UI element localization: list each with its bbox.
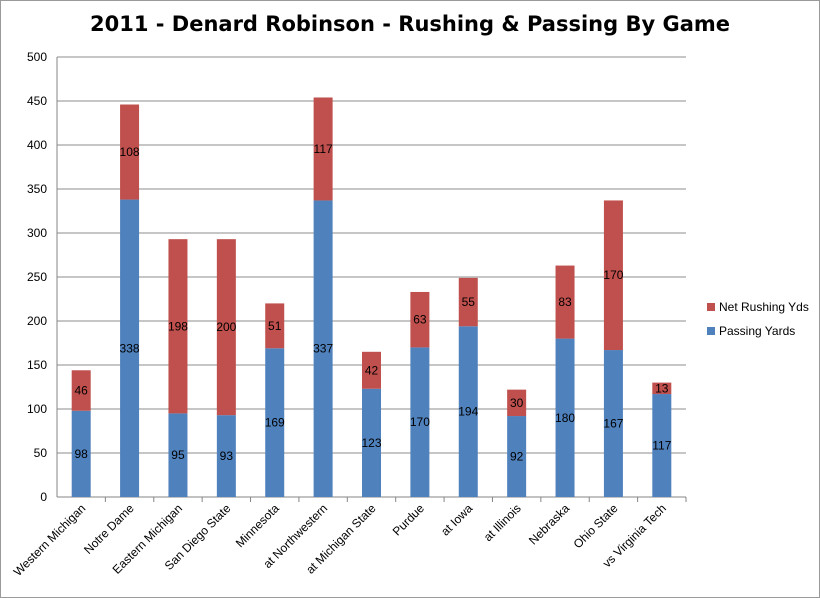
data-label: 98	[75, 447, 89, 461]
data-label: 170	[603, 268, 623, 282]
x-tick-label: at Iowa	[438, 501, 475, 538]
bar-passing-yards	[603, 350, 623, 497]
data-label: 194	[458, 405, 478, 419]
bar-net-rushing	[216, 239, 236, 416]
data-label: 117	[652, 439, 671, 453]
y-tick-label: 150	[27, 358, 47, 372]
y-tick-label: 400	[27, 138, 47, 152]
data-label: 200	[216, 320, 236, 334]
x-tick-label: at Illinois	[481, 501, 524, 544]
x-tick-label: Minnesota	[233, 501, 282, 550]
y-tick-label: 0	[40, 490, 47, 504]
bar-net-rushing	[507, 389, 527, 417]
bar-net-rushing	[410, 291, 430, 348]
x-tick-label: Nebraska	[526, 501, 572, 547]
data-label: 198	[168, 319, 188, 333]
bar-passing-yards	[71, 410, 91, 497]
y-tick-label: 500	[27, 50, 47, 64]
bar-passing-yards	[458, 326, 478, 497]
bar-passing-yards	[652, 394, 672, 497]
data-label: 123	[361, 436, 381, 450]
y-tick-label: 350	[27, 182, 47, 196]
data-label: 337	[313, 342, 333, 356]
data-label: 92	[510, 450, 524, 464]
bar-net-rushing	[313, 97, 333, 201]
bar-passing-yards	[507, 416, 527, 497]
bar-net-rushing	[120, 104, 140, 200]
chart-title: 2011 - Denard Robinson - Rushing & Passi…	[90, 12, 730, 36]
legend-label: Net Rushing Yds	[719, 300, 809, 314]
bar-passing-yards	[120, 199, 140, 497]
bar-net-rushing	[168, 239, 188, 414]
bar-passing-yards	[265, 348, 285, 497]
data-label: 95	[171, 448, 185, 462]
y-tick-label: 100	[27, 402, 47, 416]
bar-net-rushing	[71, 370, 91, 411]
legend-swatch	[707, 303, 715, 311]
bar-passing-yards	[313, 200, 333, 497]
bar-net-rushing	[652, 382, 672, 395]
bar-passing-yards	[216, 415, 236, 497]
bar-net-rushing	[458, 277, 478, 327]
data-label: 42	[365, 363, 379, 377]
data-label: 13	[655, 381, 669, 395]
legend-swatch	[707, 327, 715, 335]
data-label: 169	[265, 416, 285, 430]
y-tick-label: 250	[27, 270, 47, 284]
data-label: 117	[314, 142, 333, 156]
data-label: 83	[558, 295, 572, 309]
data-label: 93	[220, 449, 234, 463]
bar-net-rushing	[362, 351, 381, 389]
legend-label: Passing Yards	[719, 324, 795, 338]
data-label: 167	[603, 417, 623, 431]
bar-passing-yards	[168, 413, 188, 497]
data-label: 63	[413, 313, 427, 327]
bar-passing-yards	[555, 338, 575, 497]
x-tick-label: Purdue	[390, 501, 427, 538]
y-tick-label: 50	[34, 446, 48, 460]
data-label: 46	[75, 384, 89, 398]
bar-passing-yards	[362, 388, 381, 497]
data-label: 108	[120, 145, 140, 159]
bar-passing-yards	[410, 347, 430, 497]
x-tick-label: Ohio State	[571, 501, 621, 551]
bar-net-rushing	[555, 265, 575, 339]
data-label: 51	[268, 319, 282, 333]
x-tick-label: Western Michigan	[11, 501, 89, 579]
y-tick-label: 300	[27, 226, 47, 240]
bar-net-rushing	[265, 303, 285, 349]
bar-net-rushing	[603, 200, 623, 351]
data-label: 55	[462, 295, 476, 309]
y-tick-label: 200	[27, 314, 47, 328]
y-tick-label: 450	[27, 94, 47, 108]
data-label: 338	[120, 341, 140, 355]
data-label: 180	[555, 411, 575, 425]
data-label: 170	[410, 415, 430, 429]
data-label: 30	[510, 396, 524, 410]
